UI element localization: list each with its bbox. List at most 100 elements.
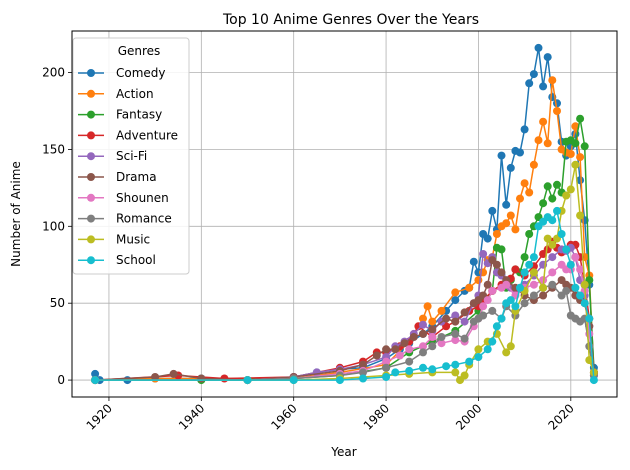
data-point [525,188,534,197]
data-point [437,333,446,341]
data-point [562,191,571,200]
data-point [488,337,497,346]
data-point [91,369,100,378]
data-point [539,82,548,91]
data-point [516,148,524,157]
data-point [479,250,488,258]
data-point [576,114,585,123]
y-tick-label: 0 [57,373,65,387]
data-point [419,320,427,329]
data-point [437,339,446,348]
data-point [391,368,400,377]
data-point [562,286,571,295]
data-point [502,348,511,357]
data-point [553,206,561,215]
data-point [405,357,414,366]
data-point [534,136,543,145]
legend-title: Genres [118,44,161,58]
data-point [529,268,538,277]
data-point [534,43,543,52]
data-point [382,363,391,372]
data-point [553,107,561,115]
data-point [169,369,178,378]
data-point [576,291,585,300]
data-point [405,345,414,354]
data-point [451,288,460,297]
data-point [511,265,520,274]
data-point [479,311,488,320]
data-point [428,325,437,334]
legend-entry: Action [78,87,154,101]
y-axis-label: Number of Anime [9,161,23,267]
data-point [502,200,511,209]
data-point [492,260,501,269]
data-point [548,194,557,203]
data-point [442,314,451,323]
legend-entry: Romance [78,212,172,226]
data-point [506,163,515,172]
legend-marker [87,214,95,223]
legend-label: Music [116,232,150,246]
data-point [548,216,557,225]
data-point [520,179,529,188]
data-point [497,151,506,160]
data-point [465,283,474,292]
legend-label: School [116,253,156,267]
legend-entry: Adventure [78,128,178,142]
data-point [409,333,418,341]
data-point [516,283,524,292]
data-point [525,260,534,269]
data-point [511,302,520,311]
data-point [548,240,557,249]
data-point [197,374,206,383]
data-point [585,356,594,365]
data-point [419,348,427,357]
data-point [566,260,575,269]
x-tick-label: 1920 [84,401,115,432]
data-point [539,117,548,126]
data-point [419,329,427,338]
data-point [442,362,451,371]
data-point [589,376,598,385]
legend-label: Adventure [116,128,178,142]
data-point [548,268,557,277]
data-point [580,280,589,289]
data-point [460,371,469,380]
data-point [382,357,391,366]
legend-marker [87,193,95,202]
data-point [428,342,437,351]
data-point [428,317,437,326]
data-point [539,199,548,208]
data-point [465,357,474,366]
data-point [497,268,506,277]
data-point [525,79,534,88]
data-point [419,342,427,351]
legend-label: Shounen [116,191,169,205]
data-point [483,296,492,305]
data-point [576,211,585,220]
data-point [571,139,580,148]
data-point [492,230,501,238]
data-point [543,139,552,148]
x-tick-label: 1940 [176,401,207,432]
data-point [451,329,460,338]
data-point [419,314,427,323]
plot-frame [71,30,618,398]
data-point [497,245,506,254]
data-point [460,334,469,343]
y-tick-label: 50 [50,296,65,310]
legend-label: Comedy [116,66,166,80]
data-point [548,280,557,289]
data-point [520,253,529,262]
data-point [506,296,515,305]
data-point [580,142,589,151]
legend-entry: Sci-Fi [78,149,147,163]
data-point [335,376,344,385]
data-point [506,211,515,220]
data-point [451,311,460,320]
x-tick-label: 1980 [361,401,392,432]
data-point [580,299,589,308]
data-point [359,368,367,377]
legend-marker [87,173,95,181]
y-tick-label: 200 [42,66,65,80]
